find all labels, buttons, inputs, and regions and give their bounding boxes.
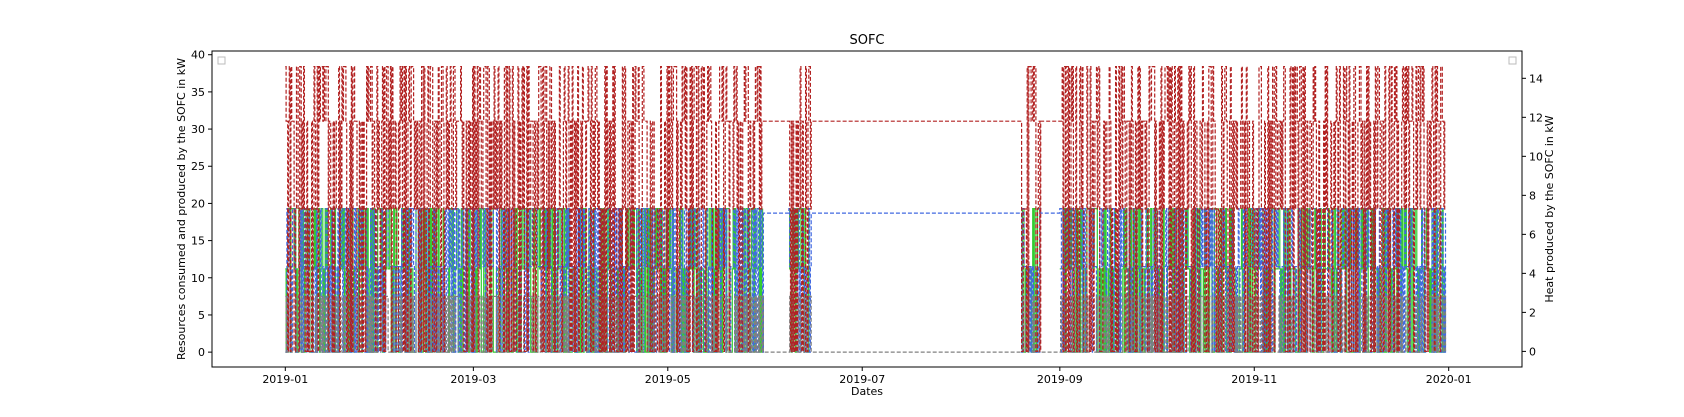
y-axis-left: 0 5 10 15 20 25 30 35 40 bbox=[191, 49, 212, 359]
y-right-tick-label-3: 6 bbox=[1529, 228, 1536, 241]
x-tick-label-0: 2019-01 bbox=[262, 373, 308, 386]
y-right-tick-label-6: 12 bbox=[1529, 111, 1543, 124]
x-tick-label-6: 2020-01 bbox=[1426, 373, 1472, 386]
y-left-tick-label-8: 40 bbox=[191, 49, 205, 62]
plot-frame bbox=[211, 50, 1523, 368]
y-axis-left-label: Resources consumed and produced by the S… bbox=[175, 58, 188, 360]
series-layer bbox=[285, 66, 1447, 353]
y-right-tick-label-7: 14 bbox=[1529, 72, 1543, 85]
legend-box-right bbox=[1508, 56, 1517, 65]
x-axis-label: Dates bbox=[851, 385, 883, 398]
y-right-tick-label-0: 0 bbox=[1529, 345, 1536, 358]
y-axis-right-label: Heat produced by the SOFC in kW bbox=[1543, 115, 1556, 302]
y-left-tick-label-1: 5 bbox=[198, 309, 205, 322]
x-axis: 2019-01 2019-03 2019-05 2019-07 2019-09 2019-… bbox=[262, 367, 1472, 386]
x-tick-label-2: 2019-05 bbox=[645, 373, 691, 386]
y-left-tick-label-0: 0 bbox=[198, 346, 205, 359]
y-right-tick-label-4: 8 bbox=[1529, 189, 1536, 202]
x-tick-label-3: 2019-07 bbox=[839, 373, 885, 386]
y-axis-right: 0 2 4 6 8 10 12 14 bbox=[1522, 72, 1543, 358]
x-tick-label-5: 2019-11 bbox=[1231, 373, 1277, 386]
y-left-tick-label-6: 30 bbox=[191, 123, 205, 136]
y-left-tick-label-3: 15 bbox=[191, 235, 205, 248]
y-left-tick-label-4: 20 bbox=[191, 197, 205, 210]
x-tick-label-1: 2019-03 bbox=[450, 373, 496, 386]
series-line-1 bbox=[285, 295, 1447, 353]
legend-box-left bbox=[217, 56, 226, 65]
y-left-tick-label-7: 35 bbox=[191, 86, 205, 99]
chart-title: SOFC bbox=[849, 33, 884, 48]
y-right-tick-label-1: 2 bbox=[1529, 306, 1536, 319]
series-line-3 bbox=[285, 66, 1446, 352]
y-right-tick-label-5: 10 bbox=[1529, 150, 1543, 163]
y-right-tick-label-2: 4 bbox=[1529, 267, 1536, 280]
y-left-tick-label-5: 25 bbox=[191, 160, 205, 173]
x-tick-label-4: 2019-09 bbox=[1037, 373, 1083, 386]
y-left-tick-label-2: 10 bbox=[191, 272, 205, 285]
